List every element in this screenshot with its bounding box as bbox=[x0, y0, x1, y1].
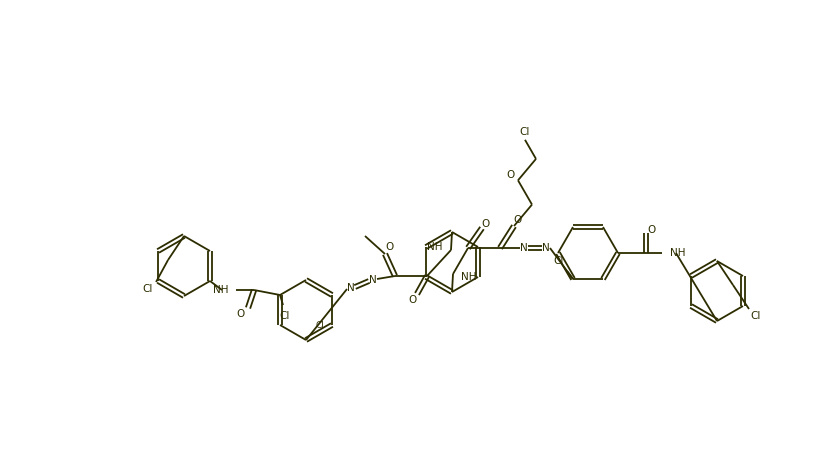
Text: NH: NH bbox=[212, 285, 228, 295]
Text: N: N bbox=[369, 275, 377, 285]
Text: Cl: Cl bbox=[279, 311, 290, 321]
Text: O: O bbox=[482, 219, 490, 229]
Text: Cl: Cl bbox=[315, 321, 324, 330]
Text: N: N bbox=[346, 283, 355, 293]
Text: Cl: Cl bbox=[143, 284, 153, 294]
Text: O: O bbox=[506, 170, 514, 180]
Text: NH: NH bbox=[669, 248, 685, 258]
Text: Cl: Cl bbox=[750, 311, 760, 321]
Text: Cl: Cl bbox=[519, 127, 530, 137]
Text: N: N bbox=[519, 243, 527, 253]
Text: O: O bbox=[409, 295, 417, 305]
Text: O: O bbox=[514, 215, 522, 225]
Text: N: N bbox=[541, 243, 550, 253]
Text: NH: NH bbox=[427, 242, 442, 252]
Text: Cl: Cl bbox=[553, 256, 563, 266]
Text: O: O bbox=[386, 242, 394, 252]
Text: O: O bbox=[236, 309, 244, 319]
Text: NH: NH bbox=[460, 272, 476, 282]
Text: O: O bbox=[647, 225, 655, 235]
